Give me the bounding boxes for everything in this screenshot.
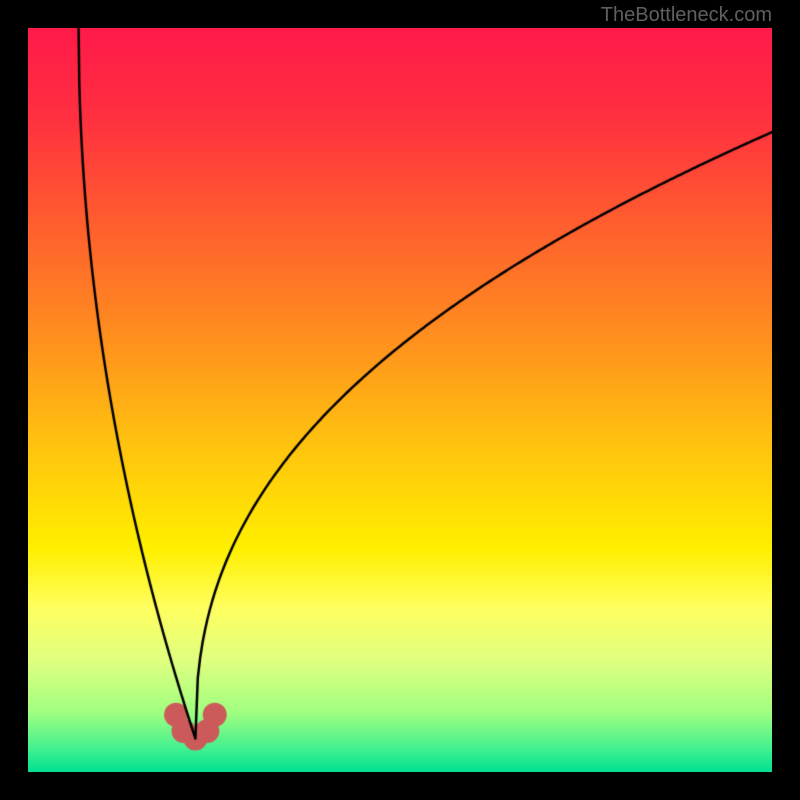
- bottleneck-chart-canvas: [28, 28, 772, 772]
- chart-container: TheBottleneck.com: [0, 0, 800, 800]
- watermark-text: TheBottleneck.com: [601, 4, 772, 27]
- plot-area: [28, 28, 772, 772]
